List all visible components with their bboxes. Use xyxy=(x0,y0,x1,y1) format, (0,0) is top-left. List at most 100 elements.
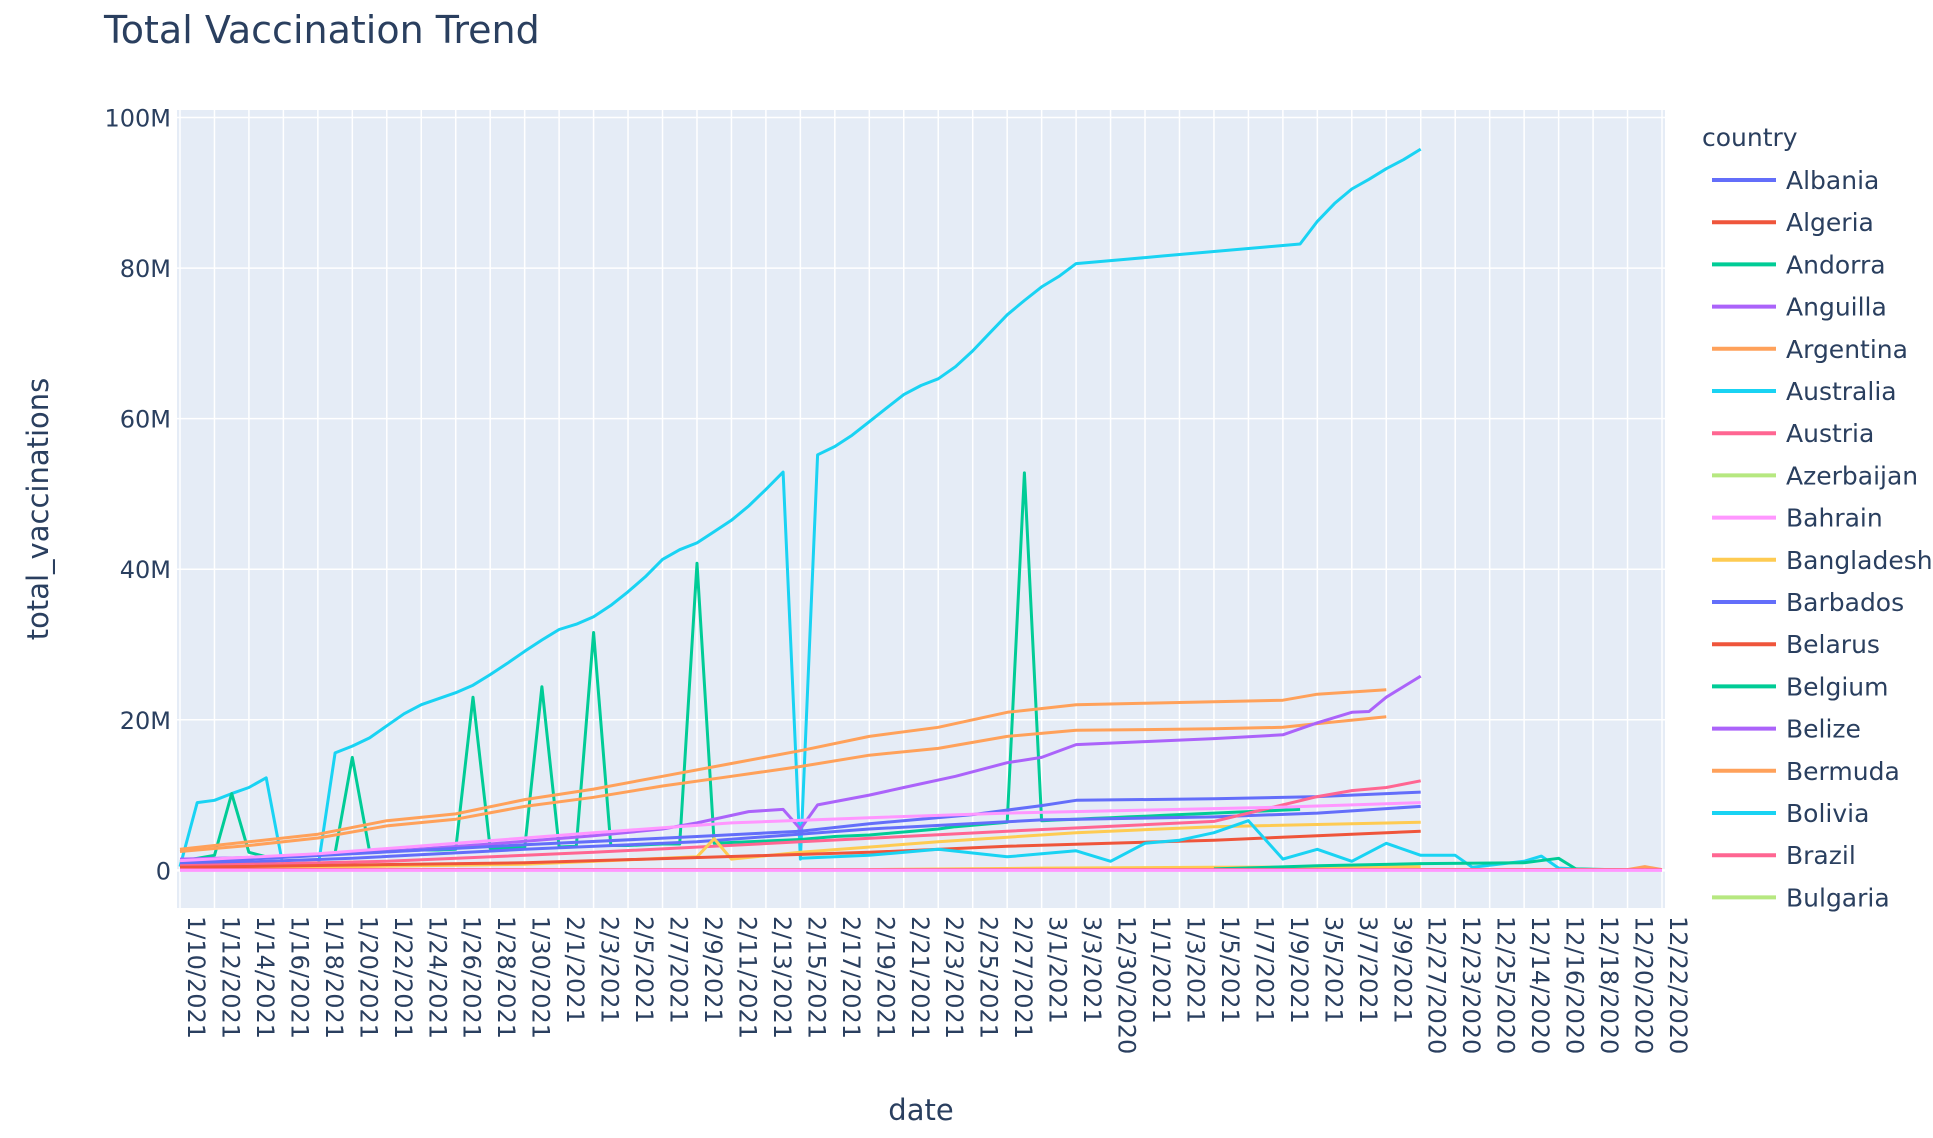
legend-label: Bulgaria xyxy=(1786,883,1890,912)
series-line xyxy=(179,674,1422,861)
x-tick-label: 12/30/2020 xyxy=(1113,916,1141,1054)
legend-item-bangladesh[interactable]: Bangladesh xyxy=(1712,546,1933,575)
x-tick-label: 12/14/2020 xyxy=(1526,916,1554,1054)
legend-item-bahrain[interactable]: Bahrain xyxy=(1712,504,1883,533)
legend-label: Andorra xyxy=(1786,250,1886,279)
legend-label: Argentina xyxy=(1786,335,1908,364)
x-tick-label: 12/16/2020 xyxy=(1561,916,1589,1054)
x-tick-label: 1/28/2021 xyxy=(492,916,520,1039)
y-tick-label: 20M xyxy=(120,707,171,735)
x-tick-label: 1/7/2021 xyxy=(1250,916,1278,1024)
y-tick-label: 80M xyxy=(120,255,171,283)
series-line xyxy=(178,147,1422,870)
legend-clip xyxy=(1690,912,1933,1138)
series-line xyxy=(179,804,1421,866)
series-lines xyxy=(178,147,1663,872)
plot-background xyxy=(177,110,1665,908)
legend-item-belgium[interactable]: Belgium xyxy=(1712,672,1889,701)
legend-label: Australia xyxy=(1786,377,1897,406)
legend-label: Bangladesh xyxy=(1786,546,1933,575)
legend-item-bulgaria[interactable]: Bulgaria xyxy=(1712,883,1890,912)
x-tick-label: 1/20/2021 xyxy=(354,916,382,1039)
x-tick-label: 1/1/2021 xyxy=(1147,916,1175,1024)
x-tick-label: 1/14/2021 xyxy=(251,916,279,1039)
x-tick-label: 2/9/2021 xyxy=(699,916,727,1024)
x-tick-label: 3/7/2021 xyxy=(1354,916,1382,1024)
legend[interactable]: country Albania Algeria Andorra Anguilla Arg… xyxy=(1690,123,1933,1138)
x-tick-label: 2/5/2021 xyxy=(630,916,658,1024)
y-axis-ticks: 0 20M 40M 60M 80M 100M xyxy=(104,105,171,886)
x-tick-label: 2/27/2021 xyxy=(1009,916,1037,1039)
x-tick-label: 1/22/2021 xyxy=(389,916,417,1039)
legend-item-barbados[interactable]: Barbados xyxy=(1712,588,1904,617)
legend-item-austria[interactable]: Austria xyxy=(1712,419,1874,448)
legend-label: Bahrain xyxy=(1786,504,1883,533)
x-tick-label: 1/10/2021 xyxy=(182,916,210,1039)
x-axis-title: date xyxy=(888,1093,953,1127)
legend-item-belarus[interactable]: Belarus xyxy=(1712,630,1880,659)
x-tick-label: 3/9/2021 xyxy=(1388,916,1416,1024)
x-tick-label: 12/20/2020 xyxy=(1630,916,1658,1054)
x-tick-label: 3/5/2021 xyxy=(1319,916,1347,1024)
y-tick-label: 100M xyxy=(104,105,171,133)
x-tick-label: 2/7/2021 xyxy=(665,916,693,1024)
legend-item-bolivia[interactable]: Bolivia xyxy=(1712,799,1869,828)
legend-label: Bolivia xyxy=(1786,799,1869,828)
vertical-gridlines xyxy=(179,110,1663,908)
x-tick-label: 3/3/2021 xyxy=(1078,916,1106,1024)
legend-label: Belize xyxy=(1786,715,1861,744)
legend-item-belize[interactable]: Belize xyxy=(1712,715,1861,744)
legend-item-andorra[interactable]: Andorra xyxy=(1712,250,1886,279)
legend-item-australia[interactable]: Australia xyxy=(1712,377,1897,406)
legend-item-brazil[interactable]: Brazil xyxy=(1712,841,1856,870)
legend-label: Barbados xyxy=(1786,588,1904,617)
legend-label: Algeria xyxy=(1786,208,1874,237)
legend-label: Belarus xyxy=(1786,630,1880,659)
x-tick-label: 2/11/2021 xyxy=(733,916,761,1039)
series-line xyxy=(179,829,1421,869)
legend-item-argentina[interactable]: Argentina xyxy=(1712,335,1908,364)
y-axis-title: total_vaccinations xyxy=(21,378,55,641)
series-line xyxy=(179,715,1387,853)
x-tick-label: 12/18/2020 xyxy=(1595,916,1623,1054)
x-tick-label: 2/19/2021 xyxy=(871,916,899,1039)
legend-title: country xyxy=(1702,123,1798,152)
x-tick-label: 2/15/2021 xyxy=(802,916,830,1039)
x-tick-label: 12/27/2020 xyxy=(1423,916,1451,1054)
x-tick-label: 1/30/2021 xyxy=(527,916,555,1039)
x-tick-label: 2/17/2021 xyxy=(837,916,865,1039)
x-axis-ticks: 1/10/2021 1/12/2021 1/14/2021 1/16/2021 1/18… xyxy=(182,916,1692,1054)
x-tick-label: 2/21/2021 xyxy=(906,916,934,1039)
legend-label: Bermuda xyxy=(1786,757,1900,786)
x-tick-label: 1/26/2021 xyxy=(458,916,486,1039)
x-tick-label: 1/9/2021 xyxy=(1285,916,1313,1024)
legend-item-albania[interactable]: Albania xyxy=(1712,166,1879,195)
x-tick-label: 12/23/2020 xyxy=(1457,916,1485,1054)
series-line xyxy=(179,779,1421,868)
chart-title: Total Vaccination Trend xyxy=(104,8,540,52)
y-tick-label: 60M xyxy=(120,406,171,434)
x-tick-label: 2/13/2021 xyxy=(768,916,796,1039)
x-tick-label: 12/25/2020 xyxy=(1492,916,1520,1054)
x-tick-label: 1/5/2021 xyxy=(1216,916,1244,1024)
x-tick-label: 2/3/2021 xyxy=(596,916,624,1024)
x-tick-label: 12/22/2020 xyxy=(1664,916,1692,1054)
legend-item-anguilla[interactable]: Anguilla xyxy=(1712,293,1887,322)
x-tick-label: 3/1/2021 xyxy=(1044,916,1072,1024)
series-line xyxy=(179,688,1387,851)
legend-item-azerbaijan[interactable]: Azerbaijan xyxy=(1712,461,1918,490)
x-tick-label: 2/25/2021 xyxy=(975,916,1003,1039)
y-tick-label: 40M xyxy=(120,556,171,584)
legend-item-bermuda[interactable]: Bermuda xyxy=(1712,757,1900,786)
legend-item-algeria[interactable]: Algeria xyxy=(1712,208,1874,237)
legend-label: Belgium xyxy=(1786,672,1889,701)
x-tick-label: 2/1/2021 xyxy=(561,916,589,1024)
x-tick-label: 1/18/2021 xyxy=(320,916,348,1039)
y-tick-label: 0 xyxy=(156,857,171,885)
series-line xyxy=(179,801,1421,863)
legend-label: Albania xyxy=(1786,166,1879,195)
legend-label: Brazil xyxy=(1786,841,1856,870)
x-tick-label: 1/3/2021 xyxy=(1181,916,1209,1024)
legend-label: Azerbaijan xyxy=(1786,461,1918,490)
